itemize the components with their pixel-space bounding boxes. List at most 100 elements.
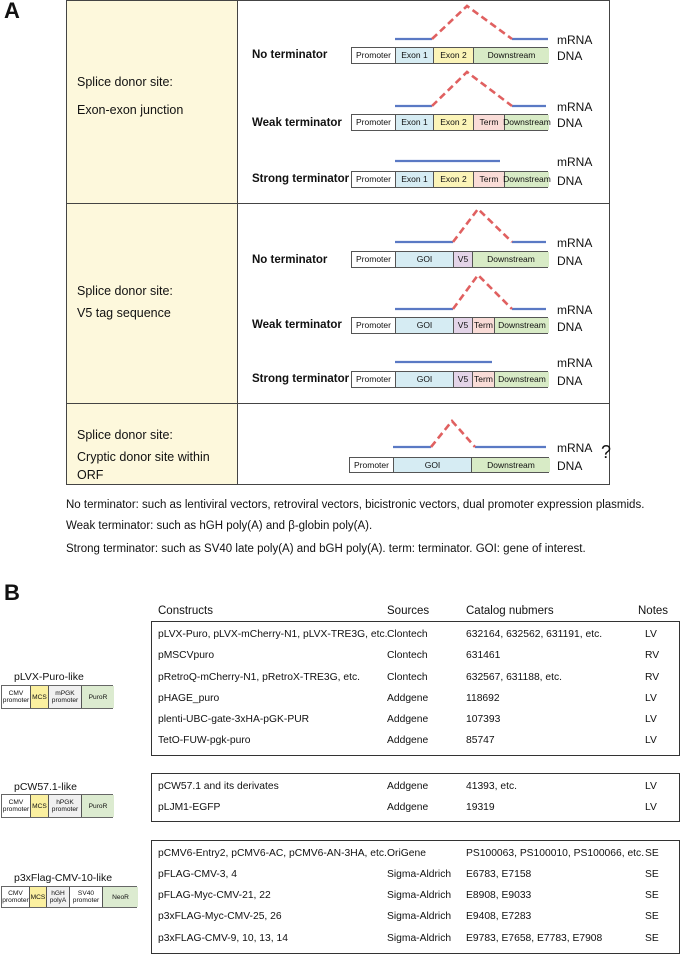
- segment-v5: V5: [454, 252, 473, 267]
- mrna-label: mRNA: [557, 303, 593, 317]
- cell-note: SE: [645, 933, 659, 944]
- mrna-label: mRNA: [557, 33, 593, 47]
- segment-promoter: Promoter: [352, 372, 396, 387]
- dna-label: DNA: [557, 174, 583, 188]
- site-label-line2: Exon-exon junction: [77, 103, 184, 117]
- table-group-p3xflag: [151, 840, 680, 954]
- segment-cmv-promoter: CMV promoter: [2, 795, 31, 817]
- segment-goi: GOI: [396, 318, 454, 333]
- segment-mcs: MCS: [30, 887, 47, 907]
- panel-b-letter: B: [4, 580, 20, 605]
- cell-catalog: 118692: [466, 693, 500, 704]
- splice-arc: [431, 70, 513, 108]
- row-label-weak-terminator: Weak terminator: [252, 319, 342, 331]
- segment-term: Term: [474, 172, 505, 187]
- header-constructs: Constructs: [158, 605, 213, 617]
- note-strong-terminator: Strong terminator: such as SV40 late pol…: [66, 543, 586, 555]
- mrna-label: mRNA: [557, 356, 593, 370]
- cell-note: LV: [645, 735, 657, 746]
- segment-downstream: Downstream: [473, 252, 549, 267]
- site-cell-cryptic: Splice donor site: Cryptic donor site wi…: [66, 403, 238, 485]
- site-label-line2: Cryptic donor site within ORF: [77, 450, 210, 482]
- row-label-strong-terminator: Strong terminator: [252, 373, 350, 385]
- cell-note: SE: [645, 890, 659, 901]
- segment-cmv-promoter: CMV promoter: [2, 887, 30, 907]
- note-no-terminator: No terminator: such as lentiviral vector…: [66, 499, 645, 511]
- dna-construct: Promoter GOI V5 Term Downstream: [351, 317, 549, 334]
- segment-downstream: Downstream: [474, 48, 549, 63]
- cell-source: Sigma-Aldrich: [387, 911, 452, 922]
- cell-construct: pLJM1-EGFP: [158, 802, 221, 813]
- segment-goi: GOI: [394, 458, 472, 472]
- cell-catalog: E9783, E7658, E7783, E7908: [466, 933, 603, 944]
- segment-goi: GOI: [396, 252, 454, 267]
- segment-promoter: Promoter: [352, 172, 396, 187]
- segment-hpgk-promoter: hPGK promoter: [49, 795, 82, 817]
- header-sources: Sources: [387, 605, 430, 617]
- segment-mcs: MCS: [31, 795, 49, 817]
- site-label-line1: Splice donor site:: [77, 75, 173, 89]
- segment-promoter: Promoter: [352, 48, 396, 63]
- segment-sv40-promoter: SV40 promoter: [70, 887, 103, 907]
- cell-construct: TetO-FUW-pgk-puro: [158, 735, 251, 746]
- construct-name: pCW57.1-like: [14, 781, 78, 793]
- question-mark: ?: [601, 442, 612, 462]
- cell-construct: pFLAG-Myc-CMV-21, 22: [158, 890, 271, 901]
- cell-construct: pMSCVpuro: [158, 650, 215, 661]
- segment-puror: PuroR: [82, 686, 114, 708]
- segment-mcs: MCS: [31, 686, 49, 708]
- dna-construct: Promoter Exon 1 Exon 2 Downstream: [351, 47, 549, 64]
- segment-promoter: Promoter: [352, 318, 396, 333]
- cell-note: LV: [645, 693, 657, 704]
- table-group-plvx: [151, 621, 680, 756]
- dna-label: DNA: [557, 254, 583, 268]
- construct-map-plvx: CMV promoter MCS mPGK promoter PuroR: [1, 685, 114, 709]
- row-label-no-terminator: No terminator: [252, 254, 328, 266]
- cell-catalog: 631461: [466, 650, 501, 661]
- cell-catalog: PS100063, PS100010, PS100066, etc.: [466, 848, 645, 859]
- table-group-pcw57: [151, 773, 680, 822]
- row-label-weak-terminator: Weak terminator: [252, 117, 342, 129]
- dna-label: DNA: [557, 49, 583, 63]
- diagram-cell-exon-junction: [237, 0, 610, 204]
- cell-catalog: E9408, E7283: [466, 911, 532, 922]
- cell-note: SE: [645, 911, 659, 922]
- segment-exon1: Exon 1: [396, 115, 434, 130]
- mrna-label: mRNA: [557, 441, 593, 455]
- cell-catalog: 107393: [466, 714, 501, 725]
- cell-source: Addgene: [387, 802, 429, 813]
- segment-exon1: Exon 1: [396, 48, 434, 63]
- dna-construct: Promoter GOI V5 Downstream: [351, 251, 549, 268]
- site-label-line2: V5 tag sequence: [77, 306, 171, 320]
- dna-label: DNA: [557, 374, 583, 388]
- segment-goi: GOI: [396, 372, 454, 387]
- cell-note: SE: [645, 848, 659, 859]
- cell-note: SE: [645, 869, 659, 880]
- cell-catalog: 19319: [466, 802, 495, 813]
- cell-construct: p3xFLAG-Myc-CMV-25, 26: [158, 911, 282, 922]
- segment-promoter: Promoter: [350, 458, 394, 472]
- dna-label: DNA: [557, 320, 583, 334]
- segment-promoter: Promoter: [352, 252, 396, 267]
- cell-note: LV: [645, 714, 657, 725]
- segment-term: Term: [473, 318, 495, 333]
- segment-hgh-polya: hGH polyA: [47, 887, 70, 907]
- dna-construct: Promoter Exon 1 Exon 2 Term Downstream: [351, 114, 551, 131]
- cell-source: Addgene: [387, 781, 429, 792]
- cell-source: Sigma-Aldrich: [387, 933, 452, 944]
- segment-neor: NeoR: [103, 887, 138, 907]
- cell-catalog: 632567, 631188, etc.: [466, 672, 562, 683]
- segment-term: Term: [473, 372, 495, 387]
- cell-source: OriGene: [387, 848, 426, 859]
- cell-construct: pLVX-Puro, pLVX-mCherry-N1, pLVX-TRE3G, …: [158, 629, 388, 640]
- cell-catalog: 632164, 632562, 631191, etc.: [466, 629, 603, 640]
- segment-exon2: Exon 2: [434, 172, 474, 187]
- cell-catalog: 85747: [466, 735, 495, 746]
- segment-exon1: Exon 1: [396, 172, 434, 187]
- segment-exon2: Exon 2: [434, 48, 474, 63]
- cell-source: Clontech: [387, 650, 428, 661]
- panel-a-letter: A: [4, 0, 20, 23]
- segment-downstream: Downstream: [503, 172, 551, 187]
- segment-v5: V5: [454, 318, 473, 333]
- segment-term: Term: [474, 115, 505, 130]
